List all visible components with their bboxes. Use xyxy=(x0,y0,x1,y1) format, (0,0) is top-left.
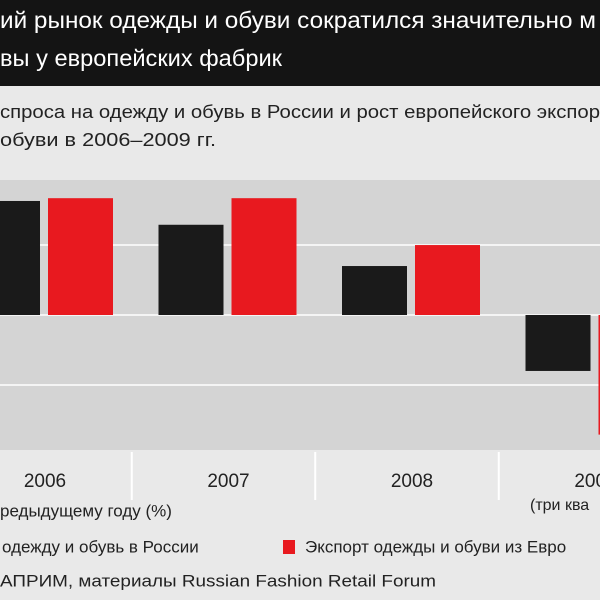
bar xyxy=(342,266,407,315)
header-band xyxy=(0,0,600,86)
category-note: (три ква xyxy=(530,497,589,514)
x-tick-label: 2009 xyxy=(574,471,600,492)
subtitle-line: обуви в 2006–2009 гг. xyxy=(0,130,216,150)
title-line: вы у европейских фабрик xyxy=(0,45,283,71)
subtitle-line: спроса на одежду и обувь в России и рост… xyxy=(0,102,600,122)
legend-label: одежду и обувь в России xyxy=(2,537,199,556)
legend-label: Экспорт одежды и обуви из Евро xyxy=(305,537,566,556)
x-tick-label: 2007 xyxy=(207,471,249,492)
bar xyxy=(0,200,40,315)
title-line: ий рынок одежды и обуви сократился значи… xyxy=(0,7,596,33)
bar xyxy=(598,315,600,435)
bar xyxy=(48,198,113,315)
bar xyxy=(415,245,480,315)
x-tick-label: 2006 xyxy=(24,471,66,492)
legend-swatch xyxy=(283,540,295,554)
source: АПРИМ, материалы Russian Fashion Retail … xyxy=(0,571,436,590)
axis-note: редыдущему году (%) xyxy=(0,501,172,520)
bar xyxy=(158,224,224,315)
x-tick-label: 2008 xyxy=(391,471,433,492)
bar xyxy=(231,198,297,315)
bar xyxy=(525,315,591,371)
